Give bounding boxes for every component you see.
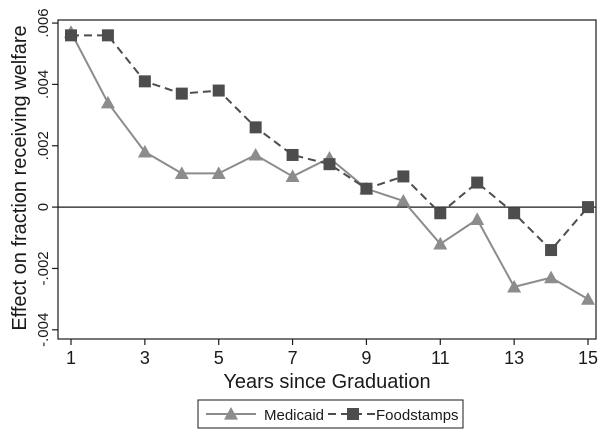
y-tick-label: 0 <box>35 203 52 211</box>
y-tick-label: .006 <box>35 8 52 37</box>
x-tick-label: 9 <box>361 348 371 368</box>
data-point-foodstamps <box>175 87 188 100</box>
data-point-medicaid <box>396 193 411 207</box>
x-tick-label: 13 <box>504 348 524 368</box>
data-point-foodstamps <box>212 84 225 97</box>
x-tick-label: 11 <box>431 348 450 368</box>
data-point-medicaid <box>248 147 263 161</box>
x-axis-label: Years since Graduation <box>223 371 430 393</box>
legend-marker-medicaid <box>224 407 238 420</box>
data-point-foodstamps <box>360 182 373 195</box>
data-point-foodstamps <box>471 176 484 189</box>
data-point-medicaid <box>100 95 115 109</box>
y-tick-label: -.004 <box>35 313 52 347</box>
data-point-foodstamps <box>138 75 151 88</box>
data-point-medicaid <box>544 270 559 284</box>
data-point-medicaid <box>433 236 448 250</box>
data-point-foodstamps <box>249 121 262 134</box>
legend-label-medicaid: Medicaid <box>264 407 324 424</box>
data-point-medicaid <box>285 169 300 183</box>
y-axis-label: Effect on fraction receiving welfare <box>9 25 31 330</box>
data-point-foodstamps <box>101 29 114 42</box>
x-tick-label: 3 <box>140 348 150 368</box>
y-tick-label: .004 <box>35 70 52 99</box>
x-tick-label: 15 <box>578 348 598 368</box>
data-point-medicaid <box>581 292 595 305</box>
data-point-medicaid <box>470 212 485 225</box>
plot-frame <box>57 19 597 340</box>
x-tick-label: 7 <box>288 348 298 368</box>
data-point-foodstamps <box>545 244 558 257</box>
legend: Medicaid Foodstamps <box>197 399 464 429</box>
y-tick-label: -.002 <box>35 251 52 285</box>
y-tick-label: .002 <box>35 131 52 160</box>
series-foodstamps <box>65 29 594 257</box>
data-point-medicaid <box>137 144 152 158</box>
legend-marker-foodstamps <box>347 408 359 420</box>
data-point-foodstamps <box>65 29 77 42</box>
data-point-foodstamps <box>286 148 299 161</box>
legend-label-foodstamps: Foodstamps <box>376 407 459 424</box>
data-point-foodstamps <box>508 207 521 220</box>
data-point-foodstamps <box>323 158 336 171</box>
data-point-foodstamps <box>434 207 447 220</box>
data-point-medicaid <box>211 166 226 179</box>
x-tick-label: 1 <box>66 348 76 368</box>
data-point-foodstamps <box>582 201 594 214</box>
series-line-foodstamps <box>71 34 589 252</box>
series-layer <box>64 25 595 305</box>
x-tick-label: 5 <box>214 348 224 368</box>
data-point-medicaid <box>174 166 189 179</box>
data-point-foodstamps <box>397 170 410 183</box>
data-point-medicaid <box>507 279 522 293</box>
